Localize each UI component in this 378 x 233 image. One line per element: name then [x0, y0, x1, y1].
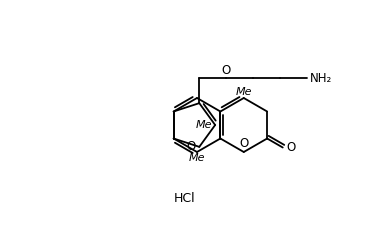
Text: NH₂: NH₂ [310, 72, 333, 85]
Text: O: O [222, 64, 231, 77]
Text: Me: Me [196, 120, 212, 130]
Text: Me: Me [235, 87, 252, 97]
Text: O: O [239, 137, 248, 150]
Text: O: O [186, 140, 195, 153]
Text: HCl: HCl [174, 192, 196, 205]
Text: Me: Me [189, 153, 205, 163]
Text: O: O [287, 141, 296, 154]
